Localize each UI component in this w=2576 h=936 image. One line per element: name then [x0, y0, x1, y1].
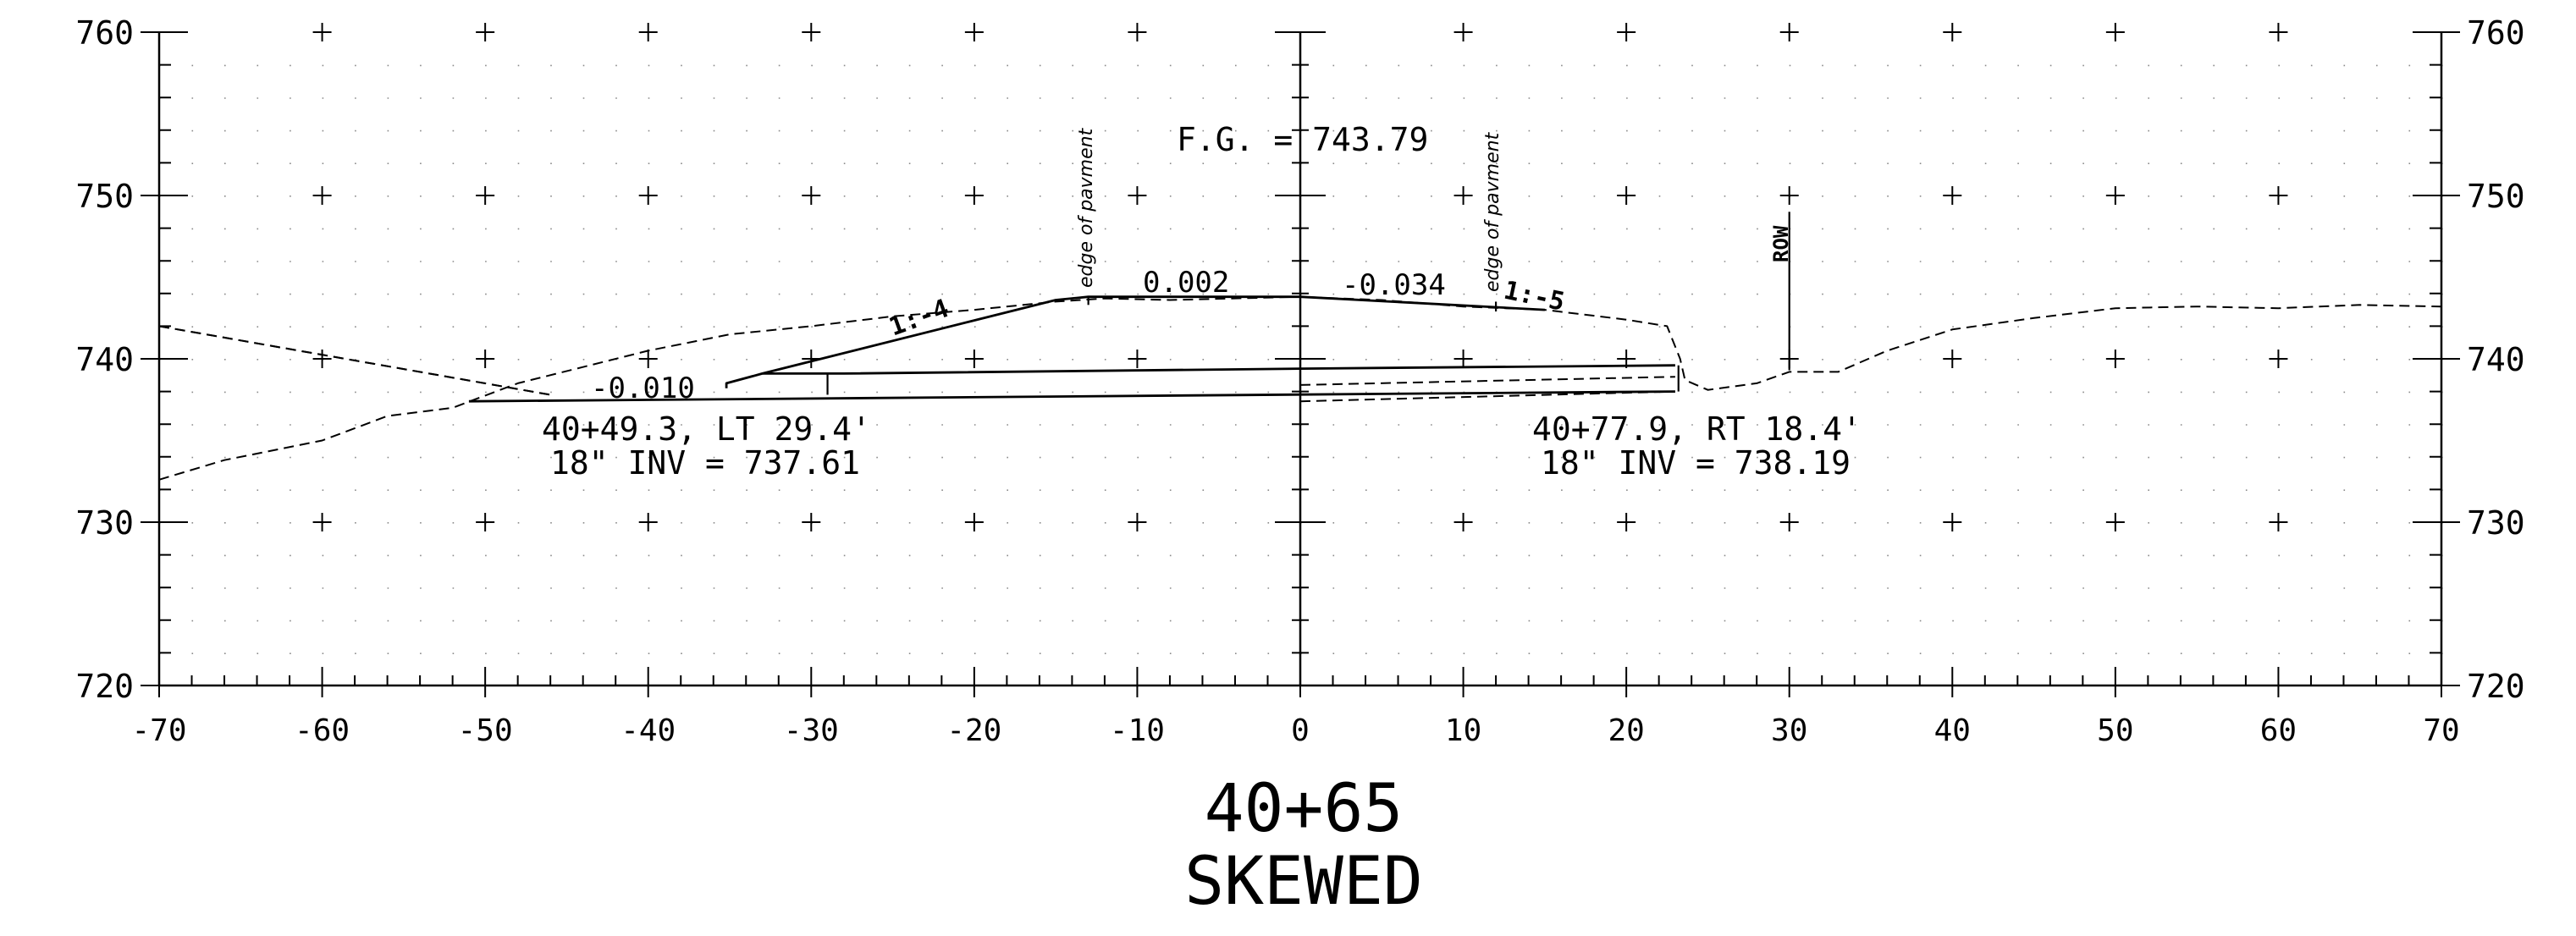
grid-cross: [2105, 186, 2125, 205]
slope-center-right-label: -0.034: [1342, 268, 1446, 302]
x-tick-labels: -70 -60 -50 -40 -30 -20 -10 0 10 20 30 40 50 60 70: [131, 713, 2459, 748]
slope-pipe-label: -0.010: [591, 372, 695, 405]
profile-line-8: [1299, 376, 1675, 386]
y-tick-label-left: 740: [75, 341, 134, 378]
grid-cross: [476, 23, 495, 41]
x-tick-label: 40: [1934, 713, 1971, 748]
x-tick-label: -10: [1110, 713, 1165, 748]
grid-cross: [1128, 23, 1147, 41]
tick-marks: [141, 31, 2460, 697]
profile-line-6: [762, 295, 1545, 375]
grid-cross: [2269, 186, 2288, 205]
y-tick-label-left: 760: [75, 14, 134, 52]
x-tick-label: -40: [621, 713, 676, 748]
grid-cross: [2269, 350, 2288, 368]
grid-cross: [1128, 186, 1147, 205]
row-label: ROW: [1769, 225, 1793, 262]
profile-line-5: [725, 364, 1675, 388]
grid-cross: [1128, 513, 1147, 531]
y-tick-label-left: 730: [75, 504, 134, 542]
y-tick-label-left: 720: [75, 668, 134, 705]
y-tick-labels-left: 760 750 740 730 720: [75, 14, 134, 705]
grid-cross: [1453, 350, 1473, 368]
profile-line-4: [468, 390, 1675, 403]
pipe-left-station-label: 40+49.3, LT 29.4': [542, 410, 871, 448]
grid-cross: [2269, 513, 2288, 531]
y-tick-label-right: 760: [2467, 14, 2525, 52]
grid-cross: [1453, 186, 1473, 205]
grid-cross: [1779, 513, 1799, 531]
grid-cross: [964, 23, 984, 41]
x-tick-label: -20: [946, 713, 1001, 748]
profile-lines: [158, 212, 2442, 481]
y-tick-label-right: 730: [2467, 504, 2525, 542]
slope-center-left-label: 0.002: [1143, 266, 1229, 300]
grid-cross: [638, 513, 658, 531]
slope-right-side-label: 1:-5: [1501, 276, 1567, 317]
edge-of-pavement-left-label: edge of pavment: [1076, 127, 1097, 288]
grid-cross: [1779, 23, 1799, 41]
grid-cross: [476, 186, 495, 205]
grid-cross: [2105, 23, 2125, 41]
pipe-left-invert-label: 18" INV = 737.61: [550, 444, 860, 482]
grid-cross: [1943, 513, 1962, 531]
finished-grade-label: F.G. = 743.79: [1177, 121, 1428, 158]
grid-cross: [802, 23, 821, 41]
grid-cross: [476, 350, 495, 368]
x-tick-label: -50: [458, 713, 513, 748]
x-tick-label: 20: [1608, 713, 1644, 748]
profile-line-7: [1299, 390, 1675, 403]
grid-cross: [2105, 350, 2125, 368]
grid-cross: [1779, 186, 1799, 205]
y-tick-label-right: 740: [2467, 341, 2525, 378]
grid-cross: [802, 513, 821, 531]
grid-cross: [1617, 186, 1636, 205]
grid-cross: [312, 186, 332, 205]
grid-cross: [802, 186, 821, 205]
x-tick-label: 70: [2423, 713, 2459, 748]
station-title: 40+65: [1205, 771, 1404, 847]
x-tick-label: -30: [784, 713, 839, 748]
pipe-right-invert-label: 18" INV = 738.19: [1541, 444, 1851, 482]
grid-cross: [312, 23, 332, 41]
grid-cross: [638, 350, 658, 368]
edge-of-pavement-right-label: edge of pavment: [1482, 131, 1503, 292]
x-tick-label: 10: [1445, 713, 1481, 748]
y-tick-label-right: 720: [2467, 668, 2525, 705]
pipe-right-station-label: 40+77.9, RT 18.4': [1532, 410, 1862, 448]
grid-cross: [638, 186, 658, 205]
grid-cross: [638, 23, 658, 41]
x-tick-label: 0: [1291, 713, 1310, 748]
grid-cross: [1128, 350, 1147, 368]
grid-cross: [1453, 23, 1473, 41]
x-tick-label: 60: [2260, 713, 2297, 748]
grid-cross: [1617, 23, 1636, 41]
grid-cross: [1617, 513, 1636, 531]
grid-cross: [312, 513, 332, 531]
grid-cross: [964, 350, 984, 368]
grid-cross: [2269, 23, 2288, 41]
y-tick-labels-right: 760 750 740 730 720: [2467, 14, 2525, 705]
tick-path: [141, 31, 2460, 697]
grid-cross: [476, 513, 495, 531]
x-tick-label: 50: [2097, 713, 2133, 748]
grid-cross: [964, 513, 984, 531]
x-tick-label: 30: [1771, 713, 1807, 748]
grid-cross: [1943, 23, 1962, 41]
profile-line-3: [158, 325, 551, 396]
section-subtitle: SKEWED: [1184, 844, 1423, 920]
grid-cross: [964, 186, 984, 205]
grid-cross: [1943, 350, 1962, 368]
grid-cross: [1453, 513, 1473, 531]
grid-cross: [2105, 513, 2125, 531]
grid-cross: [1943, 186, 1962, 205]
grid-cross: [312, 350, 332, 368]
y-tick-label-right: 750: [2467, 178, 2525, 215]
y-tick-label-left: 750: [75, 178, 134, 215]
x-tick-label: -70: [131, 713, 186, 748]
x-tick-label: -60: [295, 713, 350, 748]
